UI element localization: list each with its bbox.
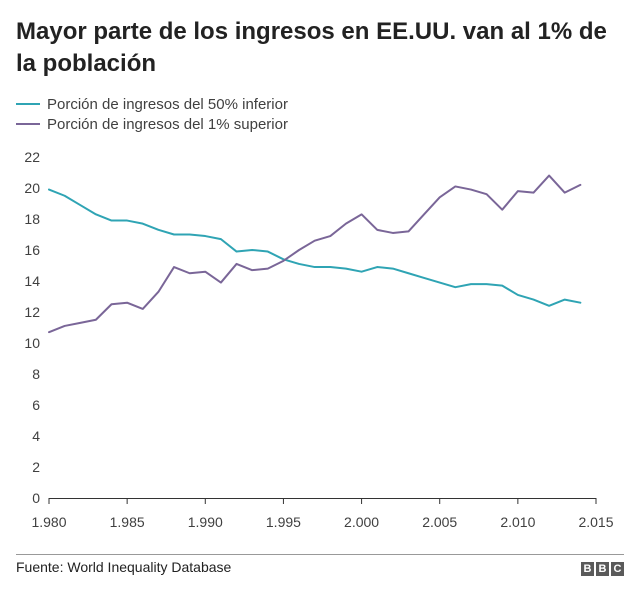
legend: Porción de ingresos del 50% inferior Por… <box>16 94 288 134</box>
series-line-top-1 <box>48 174 582 334</box>
legend-swatch-bottom-50 <box>16 102 40 106</box>
source-note: Fuente: World Inequality Database <box>16 559 232 575</box>
x-tick-label: 2.000 <box>344 514 379 530</box>
y-tick-label: 2 <box>32 459 40 475</box>
y-tick-label: 20 <box>24 180 40 196</box>
y-tick-label: 14 <box>24 273 40 289</box>
bbc-logo: B B C <box>581 562 624 576</box>
legend-swatch-top-1 <box>16 122 40 126</box>
x-tick-label: 1.990 <box>188 514 223 530</box>
bbc-logo-letter: B <box>581 562 594 576</box>
y-tick-label: 10 <box>24 335 40 351</box>
y-tick-label: 0 <box>32 490 40 506</box>
legend-item-top-1: Porción de ingresos del 1% superior <box>16 114 288 134</box>
x-tick-label: 2.005 <box>422 514 457 530</box>
legend-label-top-1: Porción de ingresos del 1% superior <box>47 115 288 133</box>
y-tick-label: 12 <box>24 304 40 320</box>
x-tick-label: 1.980 <box>31 514 66 530</box>
y-tick-label: 4 <box>32 428 40 444</box>
y-tick-label: 6 <box>32 397 40 413</box>
legend-item-bottom-50: Porción de ingresos del 50% inferior <box>16 94 288 114</box>
y-tick-label: 16 <box>24 242 40 258</box>
series-line-bottom-50 <box>48 188 582 307</box>
y-tick-label: 8 <box>32 366 40 382</box>
footer-divider <box>16 554 624 555</box>
legend-label-bottom-50: Porción de ingresos del 50% inferior <box>47 95 288 113</box>
y-tick-label: 18 <box>24 211 40 227</box>
x-tick-label: 1.995 <box>266 514 301 530</box>
chart-title: Mayor parte de los ingresos en EE.UU. va… <box>16 18 607 77</box>
x-tick-label: 2.010 <box>500 514 535 530</box>
line-chart: 0 2 4 6 8 10 12 14 16 18 20 22 1.980 1.985 1.990 1.995 2… <box>24 149 613 530</box>
x-tick-label: 2.015 <box>578 514 613 530</box>
bbc-logo-letter: C <box>611 562 624 576</box>
bbc-logo-letter: B <box>596 562 609 576</box>
y-tick-label: 22 <box>24 149 40 165</box>
x-tick-label: 1.985 <box>110 514 145 530</box>
